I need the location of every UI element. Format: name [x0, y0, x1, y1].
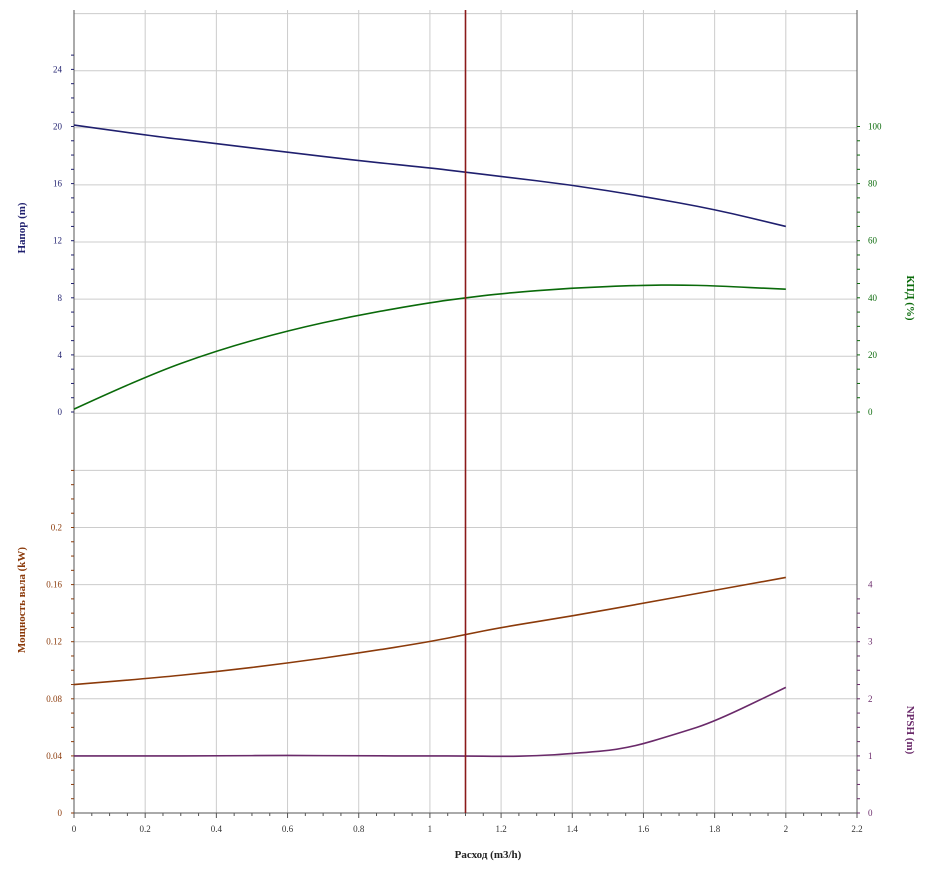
npsh-axis-title: NPSH (m) — [904, 706, 916, 755]
x-tick-label: 2.2 — [851, 824, 862, 834]
x-tick-label: 1 — [428, 824, 433, 834]
head-tick-label: 16 — [53, 179, 63, 189]
npsh-tick-label: 0 — [868, 808, 873, 818]
head-tick-label: 24 — [53, 64, 63, 74]
npsh-curve — [74, 686, 787, 758]
power-tick-label: 0.2 — [51, 523, 62, 533]
efficiency-curve — [73, 284, 786, 410]
x-tick-label: 0.8 — [353, 824, 365, 834]
efficiency-tick-label: 100 — [868, 122, 882, 132]
npsh-tick-label: 4 — [868, 580, 873, 590]
efficiency-tick-label: 60 — [868, 236, 878, 246]
power-tick-label: 0.16 — [46, 580, 62, 590]
power-tick-label: 0.12 — [46, 637, 62, 647]
power-curve — [73, 576, 786, 686]
x-tick-label: 0.2 — [140, 824, 151, 834]
efficiency-tick-label: 80 — [868, 179, 878, 189]
efficiency-tick-label: 40 — [868, 293, 878, 303]
npsh-tick-label: 1 — [868, 751, 873, 761]
head-curve — [73, 124, 787, 228]
power-tick-label: 0.04 — [46, 751, 62, 761]
x-tick-label: 2 — [784, 824, 789, 834]
head-tick-label: 0 — [58, 407, 63, 417]
power-tick-label: 0 — [58, 808, 63, 818]
head-tick-label: 20 — [53, 122, 63, 132]
efficiency-tick-label: 20 — [868, 350, 878, 360]
x-tick-label: 1.6 — [638, 824, 650, 834]
x-tick-label: 0.4 — [211, 824, 223, 834]
x-axis-title: Расход (m3/h) — [455, 849, 522, 861]
npsh-tick-label: 3 — [868, 637, 873, 647]
head-tick-label: 12 — [53, 236, 62, 246]
efficiency-tick-label: 0 — [868, 407, 873, 417]
head-axis-title: Напор (m) — [16, 202, 28, 253]
x-tick-label: 1.2 — [495, 824, 506, 834]
x-tick-label: 1.4 — [567, 824, 579, 834]
x-tick-label: 0 — [72, 824, 77, 834]
head-tick-label: 8 — [58, 293, 63, 303]
x-tick-label: 1.8 — [709, 824, 721, 834]
power-axis-title: Мощность вала (kW) — [16, 547, 28, 653]
series — [73, 124, 787, 758]
efficiency-axis-title: КПД (%) — [904, 275, 916, 321]
npsh-tick-label: 2 — [868, 694, 873, 704]
head-tick-label: 4 — [58, 350, 63, 360]
power-tick-label: 0.08 — [46, 694, 62, 704]
x-tick-label: 0.6 — [282, 824, 294, 834]
tick-labels: 0 0.2 0.4 0.6 0.8 1 1.2 1.4 1.6 1.8 2 2.20481216202… — [46, 64, 882, 834]
